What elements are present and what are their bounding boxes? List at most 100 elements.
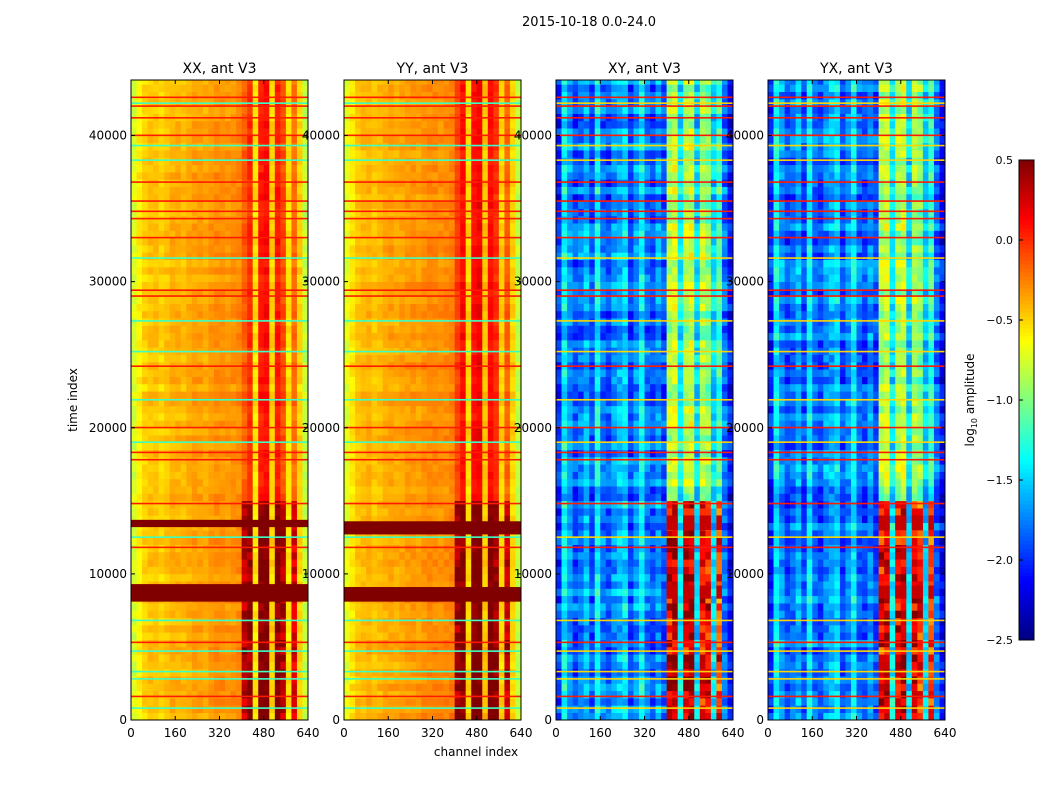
heatmap-cell [394, 574, 400, 582]
heatmap-cell [186, 698, 192, 706]
heatmap-cell [433, 698, 439, 706]
heatmap-cell [214, 669, 220, 677]
heatmap-cell [291, 567, 297, 575]
heatmap-cell [416, 552, 422, 560]
heatmap-cell [275, 296, 281, 304]
heatmap-cell [449, 537, 455, 545]
heatmap-cell [197, 494, 203, 502]
x-tick-label: 0 [127, 726, 135, 740]
heatmap-cell [186, 610, 192, 618]
heatmap-cell [242, 676, 248, 684]
heatmap-cell [142, 80, 148, 85]
heatmap-cell [291, 260, 297, 268]
heatmap-cell [416, 559, 422, 567]
heatmap-cell [449, 274, 455, 282]
heatmap-cell [488, 625, 494, 633]
heatmap-cell [192, 603, 198, 611]
heatmap-cell [225, 267, 231, 275]
heatmap-cell [153, 603, 159, 611]
heatmap-cell [137, 260, 143, 268]
heatmap-cell [242, 340, 248, 348]
heatmap-cell [405, 501, 411, 509]
heatmap-cell [142, 333, 148, 341]
heatmap-cell [421, 464, 427, 472]
heatmap-cell [297, 662, 303, 670]
heatmap-cell [220, 669, 226, 677]
heatmap-cell [477, 494, 483, 502]
heatmap-cell [493, 632, 499, 640]
heatmap-cell [181, 340, 187, 348]
heatmap-cell [388, 464, 394, 472]
heatmap-cell [231, 318, 237, 326]
heatmap-cell [510, 618, 516, 626]
heatmap-cell [231, 691, 237, 699]
heatmap-cell [186, 252, 192, 260]
heatmap-cell [344, 304, 350, 312]
heatmap-cell [471, 501, 477, 509]
heatmap-cell [208, 713, 214, 721]
heatmap-cell [460, 683, 466, 691]
heatmap-cell [405, 377, 411, 385]
heatmap-cell [159, 457, 165, 465]
heatmap-cell [192, 552, 198, 560]
heatmap-cell [225, 187, 231, 195]
heatmap-cell [433, 267, 439, 275]
heatmap-cell [416, 464, 422, 472]
heatmap-cell [186, 413, 192, 421]
heatmap-cell [416, 304, 422, 312]
heatmap-cell [280, 223, 286, 231]
heatmap-cell [350, 267, 356, 275]
heatmap-cell [148, 683, 154, 691]
heatmap-cell [170, 472, 176, 480]
heatmap-cell [220, 311, 226, 319]
heatmap-cell [499, 406, 505, 414]
heatmap-cell [427, 713, 433, 721]
heatmap-cell [148, 450, 154, 458]
heatmap-cell [291, 552, 297, 560]
heatmap-cell [488, 632, 494, 640]
heatmap-cell [159, 501, 165, 509]
heatmap-cell [231, 450, 237, 458]
heatmap-cell [460, 698, 466, 706]
heatmap-cell [399, 260, 405, 268]
heatmap-cell [427, 450, 433, 458]
heatmap-cell [148, 457, 154, 465]
heatmap-cell [477, 713, 483, 721]
heatmap-cell [264, 567, 270, 575]
heatmap-cell [350, 698, 356, 706]
heatmap-cell [350, 705, 356, 713]
heatmap-cell [247, 165, 253, 173]
heatmap-cell [170, 238, 176, 246]
heatmap-cell [510, 377, 516, 385]
heatmap-cell [515, 618, 521, 626]
heatmap-cell [197, 223, 203, 231]
heatmap-cell [405, 625, 411, 633]
heatmap-cell [264, 325, 270, 333]
heatmap-cell [394, 640, 400, 648]
heatmap-cell [153, 369, 159, 377]
heatmap-cell [170, 632, 176, 640]
heatmap-cell [488, 691, 494, 699]
flagged-row [131, 696, 308, 698]
heatmap-cell [471, 355, 477, 363]
heatmap-cell [297, 216, 303, 224]
heatmap-cell [175, 713, 181, 721]
heatmap-cell [372, 713, 378, 721]
heatmap-cell [264, 333, 270, 341]
heatmap-cell [449, 260, 455, 268]
heatmap-cell [482, 713, 488, 721]
heatmap-cell [291, 508, 297, 516]
heatmap-cell [208, 654, 214, 662]
heatmap-cell [504, 545, 510, 553]
heatmap-cell [164, 377, 170, 385]
heatmap-cell [264, 187, 270, 195]
heatmap-cell [433, 574, 439, 582]
heatmap-cell [482, 479, 488, 487]
heatmap-cell [355, 632, 361, 640]
heatmap-cell [214, 442, 220, 450]
heatmap-cell [510, 713, 516, 721]
heatmap-cell [350, 618, 356, 626]
heatmap-cell [208, 121, 214, 129]
heatmap-cell [148, 676, 154, 684]
heatmap-cell [220, 355, 226, 363]
